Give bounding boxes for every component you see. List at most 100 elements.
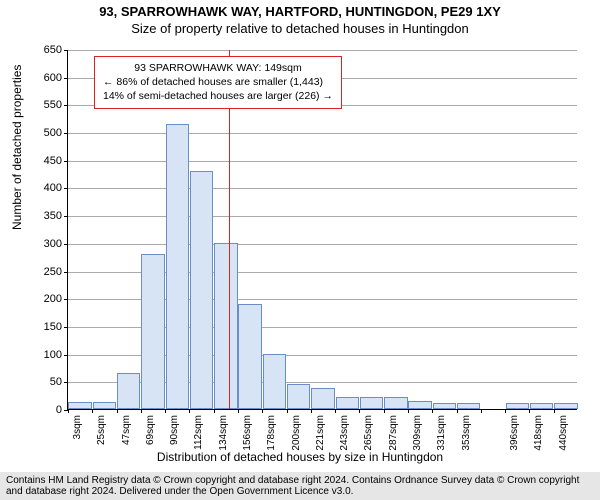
xtick-label: 3sqm: [72, 415, 83, 439]
xtick-mark: [262, 409, 263, 413]
xtick-mark: [335, 409, 336, 413]
bar: [141, 254, 164, 409]
bar: [554, 403, 577, 409]
bar: [68, 402, 91, 409]
xtick-mark: [287, 409, 288, 413]
annotation-line-2: ← 86% of detached houses are smaller (1,…: [103, 75, 333, 89]
ytick-label: 350: [44, 210, 62, 222]
gridline: [68, 244, 577, 245]
bar: [384, 397, 407, 409]
bar: [311, 388, 334, 409]
xtick-label: 47sqm: [121, 415, 132, 445]
xtick-mark: [457, 409, 458, 413]
bar: [457, 403, 480, 409]
ytick-mark: [64, 216, 68, 217]
xtick-mark: [505, 409, 506, 413]
xtick-label: 112sqm: [193, 415, 204, 450]
ytick-label: 50: [50, 376, 62, 388]
footer-copyright: Contains HM Land Registry data © Crown c…: [0, 472, 600, 500]
bar: [287, 384, 310, 409]
xtick-mark: [165, 409, 166, 413]
page-subtitle: Size of property relative to detached ho…: [0, 19, 600, 40]
ytick-label: 300: [44, 238, 62, 250]
xtick-label: 440sqm: [558, 415, 569, 451]
bar: [530, 403, 553, 409]
ytick-mark: [64, 299, 68, 300]
xtick-label: 243sqm: [339, 415, 350, 451]
ytick-label: 150: [44, 321, 62, 333]
xtick-label: 265sqm: [363, 415, 374, 451]
xtick-mark: [529, 409, 530, 413]
xtick-mark: [214, 409, 215, 413]
ytick-mark: [64, 188, 68, 189]
xtick-label: 353sqm: [461, 415, 472, 451]
ytick-label: 500: [44, 127, 62, 139]
ytick-label: 450: [44, 155, 62, 167]
ytick-mark: [64, 161, 68, 162]
gridline: [68, 216, 577, 217]
ytick-mark: [64, 78, 68, 79]
ytick-label: 0: [56, 404, 62, 416]
bar: [93, 402, 116, 409]
bar: [408, 401, 431, 409]
xtick-mark: [238, 409, 239, 413]
xtick-mark: [481, 409, 482, 413]
xtick-mark: [92, 409, 93, 413]
ytick-mark: [64, 50, 68, 51]
gridline: [68, 133, 577, 134]
xtick-label: 200sqm: [291, 415, 302, 451]
histogram-chart: 0501001502002503003504004505005506006503…: [67, 50, 577, 410]
bar: [238, 304, 261, 409]
ytick-label: 400: [44, 182, 62, 194]
bar: [506, 403, 529, 409]
ytick-label: 650: [44, 44, 62, 56]
xtick-label: 331sqm: [436, 415, 447, 451]
ytick-mark: [64, 105, 68, 106]
xtick-label: 156sqm: [242, 415, 253, 451]
xtick-label: 309sqm: [412, 415, 423, 451]
annotation-box: 93 SPARROWHAWK WAY: 149sqm ← 86% of deta…: [94, 56, 342, 109]
xtick-label: 396sqm: [509, 415, 520, 451]
xtick-label: 418sqm: [533, 415, 544, 451]
bar: [360, 397, 383, 409]
xtick-mark: [359, 409, 360, 413]
xtick-mark: [68, 409, 69, 413]
xtick-mark: [141, 409, 142, 413]
page-title: 93, SPARROWHAWK WAY, HARTFORD, HUNTINGDO…: [0, 0, 600, 19]
xtick-label: 134sqm: [218, 415, 229, 451]
ytick-mark: [64, 272, 68, 273]
ytick-label: 600: [44, 72, 62, 84]
xtick-label: 90sqm: [169, 415, 180, 445]
xtick-mark: [384, 409, 385, 413]
ytick-label: 250: [44, 266, 62, 278]
bar: [214, 243, 237, 409]
annotation-line-3: 14% of semi-detached houses are larger (…: [103, 89, 333, 103]
x-axis-label: Distribution of detached houses by size …: [0, 450, 600, 464]
ytick-mark: [64, 355, 68, 356]
gridline: [68, 161, 577, 162]
bar: [190, 171, 213, 409]
ytick-mark: [64, 244, 68, 245]
xtick-mark: [554, 409, 555, 413]
bar: [117, 373, 140, 409]
xtick-label: 178sqm: [266, 415, 277, 451]
xtick-label: 287sqm: [388, 415, 399, 451]
ytick-label: 550: [44, 99, 62, 111]
xtick-label: 221sqm: [315, 415, 326, 451]
ytick-label: 100: [44, 349, 62, 361]
xtick-mark: [311, 409, 312, 413]
gridline: [68, 188, 577, 189]
gridline: [68, 50, 577, 51]
bar: [336, 397, 359, 409]
ytick-mark: [64, 327, 68, 328]
xtick-label: 69sqm: [145, 415, 156, 445]
xtick-mark: [189, 409, 190, 413]
annotation-line-1: 93 SPARROWHAWK WAY: 149sqm: [103, 61, 333, 75]
ytick-label: 200: [44, 293, 62, 305]
bar: [433, 403, 456, 409]
ytick-mark: [64, 133, 68, 134]
y-axis-label: Number of detached properties: [10, 65, 24, 230]
xtick-mark: [432, 409, 433, 413]
xtick-mark: [408, 409, 409, 413]
xtick-label: 25sqm: [96, 415, 107, 445]
